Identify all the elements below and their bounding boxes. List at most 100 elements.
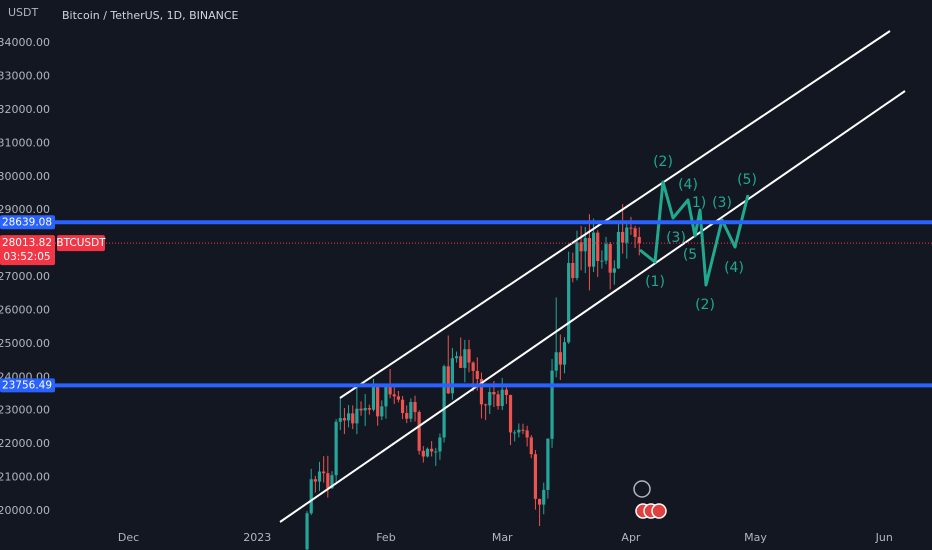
candle-body <box>384 386 388 407</box>
wave-label: (4) <box>724 260 744 276</box>
candle-body <box>633 228 637 237</box>
candle-body <box>405 413 409 419</box>
x-tick-label: Dec <box>118 531 139 544</box>
candle-body <box>529 437 533 455</box>
candle-body <box>392 394 396 397</box>
unit-label: USDT <box>8 6 39 19</box>
candle-body <box>454 356 459 359</box>
candle-body <box>537 498 542 505</box>
x-tick-label: Mar <box>492 531 513 544</box>
y-tick-label: 29000.00 <box>0 203 50 216</box>
candle-body <box>587 237 592 267</box>
y-tick-label: 21000.00 <box>0 471 50 484</box>
candle-body <box>409 402 413 419</box>
x-tick-label: 2023 <box>243 531 271 544</box>
candle-body <box>500 389 504 407</box>
candle-body <box>575 242 579 279</box>
candle-body <box>604 243 608 261</box>
x-tick-label: Jun <box>875 531 893 544</box>
drawings: (1) (2) (3) (4) 1) (5 (2) (3) (4) (5) <box>279 30 906 523</box>
symbol-label: BTCUSDT <box>56 237 106 249</box>
x-tick-label: May <box>744 531 767 544</box>
wave-label: (5) <box>737 172 757 188</box>
candle-body <box>583 237 587 252</box>
candle-body <box>591 232 596 267</box>
candle-body <box>322 471 326 474</box>
candle-body <box>517 429 521 433</box>
candle-body <box>479 378 484 405</box>
wave-path <box>639 180 750 287</box>
candle-body <box>330 475 334 489</box>
wave-label: (2) <box>695 297 715 313</box>
candle-body <box>596 232 600 261</box>
price-tag <box>0 215 55 230</box>
candle-body <box>496 394 500 407</box>
wave-label: (1) <box>645 274 665 290</box>
symbol-tag <box>57 235 105 252</box>
y-tick-label: 31000.00 <box>0 136 50 149</box>
x-tick-label: Feb <box>376 531 395 544</box>
candle-body <box>417 412 421 451</box>
candle-body <box>625 227 629 243</box>
candle-body <box>438 437 442 452</box>
wave-label: (3) <box>712 195 732 211</box>
wave-label: (5 <box>683 247 697 263</box>
candle-body <box>425 448 430 457</box>
price-tag-label: 28639.08 <box>2 216 52 228</box>
price-tag <box>0 378 55 393</box>
candle-body <box>326 473 330 489</box>
candle-body <box>525 430 529 438</box>
candle-body <box>400 399 405 414</box>
candle-body <box>363 408 367 411</box>
candle-body <box>629 227 633 229</box>
y-tick-label: 34000.00 <box>0 36 50 49</box>
candle-body <box>459 356 463 368</box>
candle-body <box>571 262 575 279</box>
candle-body <box>442 366 446 438</box>
candle-body <box>334 421 338 476</box>
channel-lower <box>279 90 906 523</box>
candle-body <box>380 406 384 417</box>
candle-body <box>475 370 479 379</box>
candle-body <box>567 262 571 343</box>
y-tick-label: 26000.00 <box>0 303 50 316</box>
candle-body <box>492 391 496 395</box>
candle-body <box>471 362 475 371</box>
event-icon[interactable] <box>633 480 651 498</box>
candle-body <box>488 391 492 406</box>
candle-body <box>612 268 616 273</box>
candle-body <box>508 394 513 433</box>
candle-body <box>376 385 380 417</box>
candle-body <box>546 438 550 490</box>
candle-body <box>558 352 562 365</box>
candle-body <box>542 489 546 505</box>
candle-body <box>446 366 450 394</box>
y-tick-label: 20000.00 <box>0 504 50 517</box>
y-tick-label: 23000.00 <box>0 404 50 417</box>
candle-body <box>637 236 641 244</box>
candle-body <box>616 231 621 269</box>
candle-body <box>413 402 417 413</box>
last-price-label: 28013.82 <box>2 237 52 249</box>
candle-body <box>554 352 558 371</box>
candle-body <box>550 370 554 439</box>
wave-label: (3) <box>666 230 686 246</box>
candle-body <box>388 386 392 395</box>
levels: 28639.08 23756.49 28013.82 03:52:05 BTCUSDT <box>0 215 932 393</box>
candle-body <box>396 396 401 400</box>
countdown-label: 03:52:05 <box>3 251 50 263</box>
candle-body <box>313 479 317 482</box>
candle-body <box>450 358 454 394</box>
y-tick-label: 33000.00 <box>0 70 50 83</box>
y-tick-label: 27000.00 <box>0 270 50 283</box>
candle-body <box>513 432 517 434</box>
candle-body <box>371 385 376 410</box>
candle-body <box>342 418 347 421</box>
candle-body <box>608 243 612 273</box>
candle-body <box>521 429 525 431</box>
candle-body <box>579 242 583 252</box>
event-icon[interactable] <box>651 503 667 519</box>
